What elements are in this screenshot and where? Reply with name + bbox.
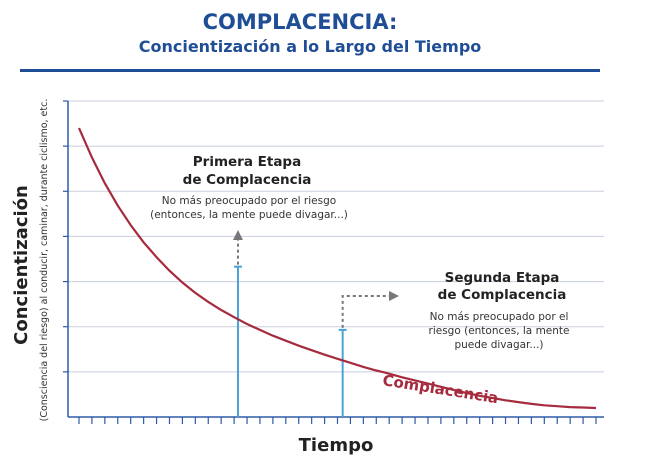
chart-subtitle: Concientización a lo Largo del Tiempo (138, 37, 482, 56)
chart-title: COMPLACENCIA: (202, 10, 398, 34)
stage-two-heading: de Complacencia (438, 287, 567, 303)
stage-two-description: riesgo (entonces, la mente (429, 325, 570, 337)
stage-one-heading: Primera Etapa (193, 154, 301, 170)
stage-two-description: puede divagar...) (454, 339, 543, 351)
complacencia-curve (77, 127, 597, 410)
x-axis-label: Tiempo (299, 435, 374, 456)
stage-one-heading: de Complacencia (183, 172, 312, 188)
curve-label: Complacencia (381, 371, 499, 407)
title-divider (20, 69, 600, 72)
stage-one-description: No más preocupado por el riesgo (162, 195, 336, 207)
stage-two-arrow (341, 291, 399, 328)
y-axis-label: Concientización (11, 185, 32, 345)
stage-two-description: No más preocupado por el (430, 311, 569, 323)
stage-one-description: (entonces, la mente puede divagar...) (150, 209, 348, 221)
stage-two-heading: Segunda Etapa (445, 270, 560, 286)
y-axis-sublabel: (Consciencia del riesgo) al conducir, ca… (39, 99, 50, 422)
